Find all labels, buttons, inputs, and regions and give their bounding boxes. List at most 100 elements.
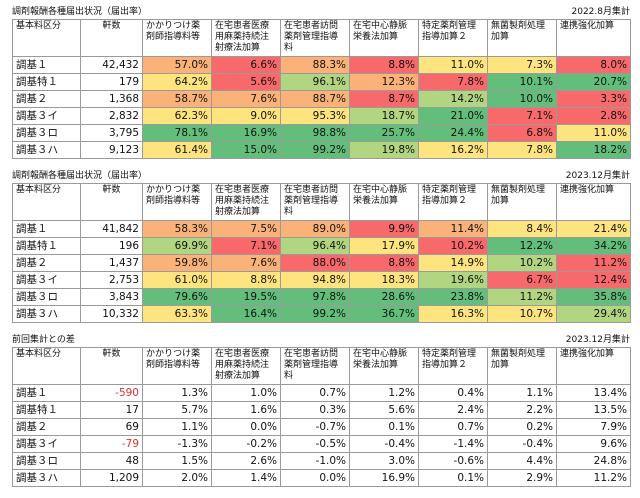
value-cell: 97.8% xyxy=(280,288,350,306)
value-cell: 0.3% xyxy=(280,401,350,419)
value-cell: 1.4% xyxy=(211,469,281,487)
value-cell: 62.3% xyxy=(142,107,212,125)
table-row: 調基３ハ 10,332 63.3% 16.4% 99.2% 36.7% 16.3% 10.7%… xyxy=(12,305,631,323)
row-label: 調基２ xyxy=(12,90,81,108)
value-cell: 21.0% xyxy=(418,107,488,125)
value-cell: 1.3% xyxy=(142,384,212,402)
value-cell: 19.5% xyxy=(211,288,281,306)
column-header: 無菌製剤処理加算 xyxy=(487,183,557,221)
section-date: 2023.12月集計 xyxy=(565,335,630,345)
value-cell: 34.2% xyxy=(556,237,631,255)
column-header: 軒数 xyxy=(80,183,143,221)
table-row: 調基１ 42,432 57.0% 6.6% 88.3% 8.8% 11.0% 7.3% 8.0% xyxy=(12,56,631,74)
table-section: 調剤報酬各種届出状況（届出率） 2022.8月集計 基本料区分 軒数 かかりつけ薬剤… xyxy=(12,6,631,159)
count-cell: 48 xyxy=(80,452,143,470)
table-row: 調基２ 1,437 59.8% 7.6% 88.0% 8.8% 14.9% 10.2% 11.2… xyxy=(12,254,631,272)
value-cell: 14.2% xyxy=(418,90,488,108)
value-cell: 7.6% xyxy=(211,90,281,108)
value-cell: 16.4% xyxy=(211,305,281,323)
value-cell: 7.1% xyxy=(487,107,557,125)
value-cell: 18.3% xyxy=(349,271,419,289)
value-cell: 7.9% xyxy=(556,418,631,436)
header-row: 基本料区分 軒数 かかりつけ薬剤師指導料等 在宅患者医療用麻薬持続注射療法加算 在宅患者… xyxy=(12,347,631,385)
value-cell: 7.5% xyxy=(211,220,281,238)
value-cell: 95.3% xyxy=(280,107,350,125)
value-cell: 8.4% xyxy=(487,220,557,238)
value-cell: 21.4% xyxy=(556,220,631,238)
value-cell: 7.6% xyxy=(211,254,281,272)
value-cell: 10.7% xyxy=(487,305,557,323)
value-cell: 61.4% xyxy=(142,141,212,159)
value-cell: 2.0% xyxy=(142,469,212,487)
value-cell: 64.2% xyxy=(142,73,212,91)
count-cell: 179 xyxy=(80,73,143,91)
value-cell: 79.6% xyxy=(142,288,212,306)
table-row: 調基特１ 196 69.9% 7.1% 96.4% 17.9% 10.2% 12.2% 34.2… xyxy=(12,237,631,255)
section-title: 調剤報酬各種届出状況（届出率） xyxy=(12,7,148,17)
value-cell: 11.2% xyxy=(556,469,631,487)
value-cell: 89.0% xyxy=(280,220,350,238)
value-cell: -0.6% xyxy=(418,452,488,470)
value-cell: 2.9% xyxy=(487,469,557,487)
table-row: 調基２ 69 1.1% 0.0% -0.7% 0.1% 0.7% 0.2% 7.9% xyxy=(12,418,631,436)
value-cell: 0.0% xyxy=(211,418,281,436)
column-header: 無菌製剤処理加算 xyxy=(487,347,557,385)
value-cell: 0.4% xyxy=(418,384,488,402)
count-cell: 10,332 xyxy=(80,305,143,323)
value-cell: 28.6% xyxy=(349,288,419,306)
value-cell: 11.2% xyxy=(487,288,557,306)
value-cell: -0.7% xyxy=(280,418,350,436)
value-cell: 24.8% xyxy=(556,452,631,470)
row-label: 調基３イ xyxy=(12,107,81,125)
table-row: 調基特１ 17 5.7% 1.6% 0.3% 5.6% 2.4% 2.2% 13.5% xyxy=(12,401,631,419)
row-label: 調基３イ xyxy=(12,271,81,289)
row-label: 調基１ xyxy=(12,384,81,402)
value-cell: 18.7% xyxy=(349,107,419,125)
value-cell: 78.1% xyxy=(142,124,212,142)
table-row: 調基３ロ 48 1.5% 2.6% -1.0% 3.0% -0.6% 4.4% 24.8% xyxy=(12,452,631,470)
row-label: 調基３ハ xyxy=(12,141,81,159)
value-cell: 20.7% xyxy=(556,73,631,91)
table-row: 調基３イ 2,832 62.3% 9.0% 95.3% 18.7% 21.0% 7.1% 2.8… xyxy=(12,107,631,125)
value-cell: 4.4% xyxy=(487,452,557,470)
value-cell: 2.6% xyxy=(211,452,281,470)
column-header: 連携強化加算 xyxy=(556,19,631,57)
column-header: 特定薬剤管理指導加算２ xyxy=(418,19,488,57)
value-cell: 23.8% xyxy=(418,288,488,306)
count-cell: 1,437 xyxy=(80,254,143,272)
value-cell: 0.0% xyxy=(280,469,350,487)
column-header: 在宅中心静脈栄養法加算 xyxy=(349,347,419,385)
value-cell: 99.2% xyxy=(280,141,350,159)
value-cell: 7.1% xyxy=(211,237,281,255)
value-cell: 0.7% xyxy=(418,418,488,436)
value-cell: 0.1% xyxy=(418,469,488,487)
count-cell: 196 xyxy=(80,237,143,255)
value-cell: 35.8% xyxy=(556,288,631,306)
table-row: 調基１ 41,842 58.3% 7.5% 89.0% 9.9% 11.4% 8.4% 21.4… xyxy=(12,220,631,238)
value-cell: 1.6% xyxy=(211,401,281,419)
column-header: 在宅患者医療用麻薬持続注射療法加算 xyxy=(211,347,281,385)
column-header: 軒数 xyxy=(80,347,143,385)
row-label: 調基特１ xyxy=(12,237,81,255)
column-header: かかりつけ薬剤師指導料等 xyxy=(142,19,212,57)
value-cell: 5.6% xyxy=(211,73,281,91)
value-cell: 7.8% xyxy=(418,73,488,91)
value-cell: 6.8% xyxy=(487,124,557,142)
value-cell: 13.4% xyxy=(556,384,631,402)
count-cell: 17 xyxy=(80,401,143,419)
column-header: 基本料区分 xyxy=(12,347,81,385)
table-row: 調基特１ 179 64.2% 5.6% 96.1% 12.3% 7.8% 10.1% 20.7% xyxy=(12,73,631,91)
value-cell: 8.0% xyxy=(556,56,631,74)
value-cell: 2.2% xyxy=(487,401,557,419)
count-cell: 2,753 xyxy=(80,271,143,289)
column-header: 特定薬剤管理指導加算２ xyxy=(418,183,488,221)
row-label: 調基１ xyxy=(12,56,81,74)
value-cell: 2.8% xyxy=(556,107,631,125)
value-cell: 94.8% xyxy=(280,271,350,289)
count-cell: 41,842 xyxy=(80,220,143,238)
value-cell: 24.4% xyxy=(418,124,488,142)
value-cell: 17.9% xyxy=(349,237,419,255)
count-cell: -590 xyxy=(80,384,143,402)
value-cell: 8.8% xyxy=(211,271,281,289)
table-section: 調剤報酬各種届出状況（届出率） 2023.12月集計 基本料区分 軒数 かかりつけ薬… xyxy=(12,170,631,323)
